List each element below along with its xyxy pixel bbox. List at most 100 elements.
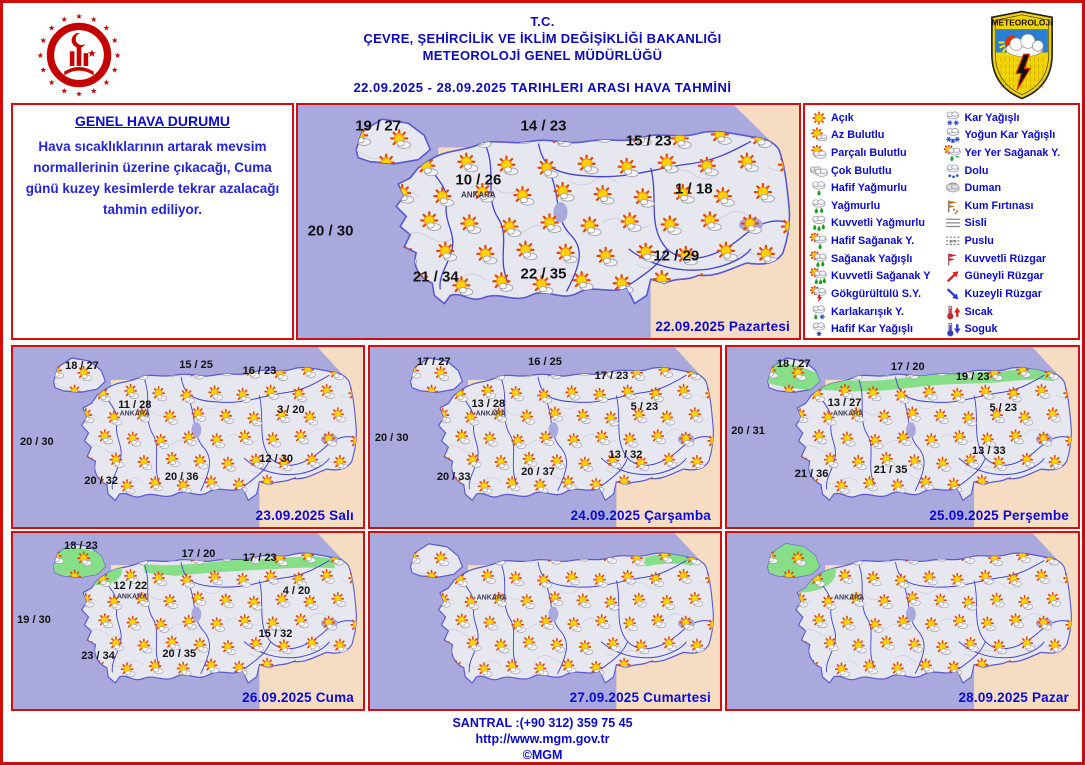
turkey-map: 18 / 27 17 / 20 19 / 23 13 / 27 5 / 23 20 / 3… xyxy=(727,347,1078,527)
thunderstorm-icon xyxy=(809,285,829,302)
map-date-label: 22.09.2025 Pazartesi xyxy=(655,319,790,334)
temperature-label: 17 / 20 xyxy=(181,548,216,561)
legend-item-label: Kuvvetli Yağmurlu xyxy=(831,217,926,230)
temperature-label: 20 / 30 xyxy=(307,222,354,240)
legend-item-label: Kuzeyli Rüzgar xyxy=(964,287,1042,300)
sun-small-cloud-icon xyxy=(809,127,829,143)
legend-item-label: Sıcak xyxy=(964,305,993,318)
temperature-label: 17 / 20 xyxy=(890,361,925,374)
clouds-icon xyxy=(809,163,829,179)
city-label: ANKARA xyxy=(119,410,150,418)
forecast-date-range: 22.09.2025 - 28.09.2025 TARIHLERI ARASI … xyxy=(353,80,732,95)
temperature-label: 22 / 35 xyxy=(520,265,567,283)
svg-text:★: ★ xyxy=(111,36,118,45)
temperature-label: 1 / 18 xyxy=(675,180,713,198)
temperature-label: 20 / 30 xyxy=(374,431,409,444)
temperature-label: 13 / 28 xyxy=(471,398,506,411)
legend-item: Parçalı Bulutlu xyxy=(809,144,943,162)
sandstorm-icon xyxy=(943,198,963,214)
svg-text:★: ★ xyxy=(103,23,110,32)
temperature-label: 11 / 28 xyxy=(118,399,152,412)
legend-item: Soguk xyxy=(943,320,1077,338)
temperature-label: 3 / 20 xyxy=(277,404,305,417)
legend-item: Hafif Sağanak Y. xyxy=(809,232,943,250)
legend-item-label: Az Bulutlu xyxy=(831,129,885,142)
svg-text:★: ★ xyxy=(48,78,55,87)
temperature-label: 21 / 35 xyxy=(873,464,908,477)
city-label: ANKARA xyxy=(832,410,864,418)
temperature-label: 19 / 23 xyxy=(955,370,990,383)
header-line-mgm: METEOROLOJİ GENEL MÜDÜRLÜĞÜ xyxy=(422,48,663,63)
svg-text:★: ★ xyxy=(61,15,68,24)
sun-shower-light-icon xyxy=(809,233,829,250)
legend-item-label: Parçalı Bulutlu xyxy=(831,147,907,160)
forecast-map-pazar: ANKARA 28.09.2025 Pazar xyxy=(725,531,1080,711)
svg-text:★: ★ xyxy=(61,86,68,95)
header: ★ ★ ★ ★ ★ ★ ★ ★ ★ ★ ★ ★ ★ ★ ★ ★ T.C. ÇEVRE, ŞEHİRCİLİK … xyxy=(9,7,1076,100)
hail-icon xyxy=(943,163,963,179)
svg-text:★: ★ xyxy=(40,66,47,75)
forecast-map-cumartesi: ANKARA 27.09.2025 Cumartesi xyxy=(368,531,722,711)
forecast-map-cuma: 18 / 23 17 / 20 17 / 23 12 / 22 4 / 20 19 / 3… xyxy=(11,531,365,711)
legend-item-label: Duman xyxy=(964,182,1002,195)
forecast-map-persembe: 18 / 27 17 / 20 19 / 23 13 / 27 5 / 23 20 / 3… xyxy=(725,345,1080,529)
sun-shower-icon xyxy=(809,250,829,267)
general-outlook-title: GENEL HAVA DURUMU xyxy=(74,113,231,129)
svg-text:★: ★ xyxy=(75,12,82,21)
legend-item: Dolu xyxy=(943,162,1077,180)
legend-item-label: Karlakarışık Y. xyxy=(831,305,905,318)
legend-item-label: Hafif Kar Yağışlı xyxy=(831,323,914,336)
city-label: ANKARA xyxy=(461,190,496,200)
temperature-label: 17 / 23 xyxy=(242,552,277,565)
svg-text:pm: pm xyxy=(949,240,957,245)
forecast-map-sali: 18 / 27 15 / 25 16 / 23 11 / 28 3 / 20 20 / 3… xyxy=(11,345,365,529)
temperature-label: 16 / 25 xyxy=(528,355,562,368)
smoke-icon xyxy=(943,180,963,196)
map-date-label: 26.09.2025 Cuma xyxy=(242,690,354,705)
legend-item: Kum Fırtınası xyxy=(943,197,1077,215)
sun-behind-cloud-icon xyxy=(809,145,829,161)
legend-item: Kuvvetli Sağanak Y xyxy=(809,267,943,285)
temperature-label: 13 / 33 xyxy=(972,445,1006,458)
temperature-label: 19 / 30 xyxy=(17,613,51,626)
legend-item-label: Çok Bulutlu xyxy=(831,164,892,177)
legend-item: Sisli xyxy=(943,215,1077,233)
legend-panel: Açık Az Bulutlu Parçalı Bulutlu Çok Bulutlu… xyxy=(803,103,1080,340)
legend-item: pm Puslu xyxy=(943,232,1077,250)
legend-column-right: Kar Yağışlı Yoğun Kar Yağışlı Yer Yer Sağa… xyxy=(943,109,1077,338)
temperature-label: 21 / 36 xyxy=(794,468,829,481)
legend-item-label: Yağmurlu xyxy=(831,199,881,212)
legend-item-label: Hafif Yağmurlu xyxy=(831,182,907,195)
heavy-snow-icon xyxy=(943,127,963,144)
legend-item-label: Soguk xyxy=(964,323,998,336)
legend-item-label: Kuvvetli Rüzgar xyxy=(964,252,1047,265)
temperature-label: 16 / 23 xyxy=(242,365,277,378)
legend-item: Kuvvetli Rüzgar xyxy=(943,250,1077,268)
temperature-label: 20 / 31 xyxy=(731,425,765,438)
temperature-label: 18 / 27 xyxy=(65,359,99,372)
legend-item: Kar Yağışlı xyxy=(943,109,1077,127)
map-date-label: 24.09.2025 Çarşamba xyxy=(570,508,711,523)
temperature-label: 15 / 23 xyxy=(625,132,672,150)
temperature-label: 5 / 23 xyxy=(989,401,1017,414)
svg-text:★: ★ xyxy=(90,15,97,24)
legend-item: Kuzeyli Rüzgar xyxy=(943,285,1077,303)
legend-item-label: Kum Fırtınası xyxy=(964,199,1034,212)
legend-item: Açık xyxy=(809,109,943,127)
legend-item-label: Sağanak Yağışlı xyxy=(831,252,913,265)
temperature-label: 4 / 20 xyxy=(282,585,311,598)
strong-wind-icon xyxy=(943,251,963,267)
turkey-map: ANKARA xyxy=(370,533,720,709)
temperature-label: 19 / 27 xyxy=(355,117,402,135)
svg-text:★: ★ xyxy=(75,89,82,98)
turkey-map: 17 / 27 16 / 25 17 / 23 13 / 28 5 / 23 20 / 3… xyxy=(370,347,720,527)
city-label: ANKARA xyxy=(475,410,506,418)
forecast-map-carsamba: 17 / 27 16 / 25 17 / 23 13 / 28 5 / 23 20 / 3… xyxy=(368,345,722,529)
light-snow-icon xyxy=(809,321,829,337)
svg-text:★: ★ xyxy=(40,36,47,45)
city-label: ANKARA xyxy=(833,594,865,602)
legend-item: Sıcak xyxy=(943,303,1077,321)
sun-shower-heavy-icon xyxy=(809,268,829,285)
legend-item-label: Açık xyxy=(831,111,854,124)
legend-item-label: Yer Yer Sağanak Y. xyxy=(964,147,1061,160)
